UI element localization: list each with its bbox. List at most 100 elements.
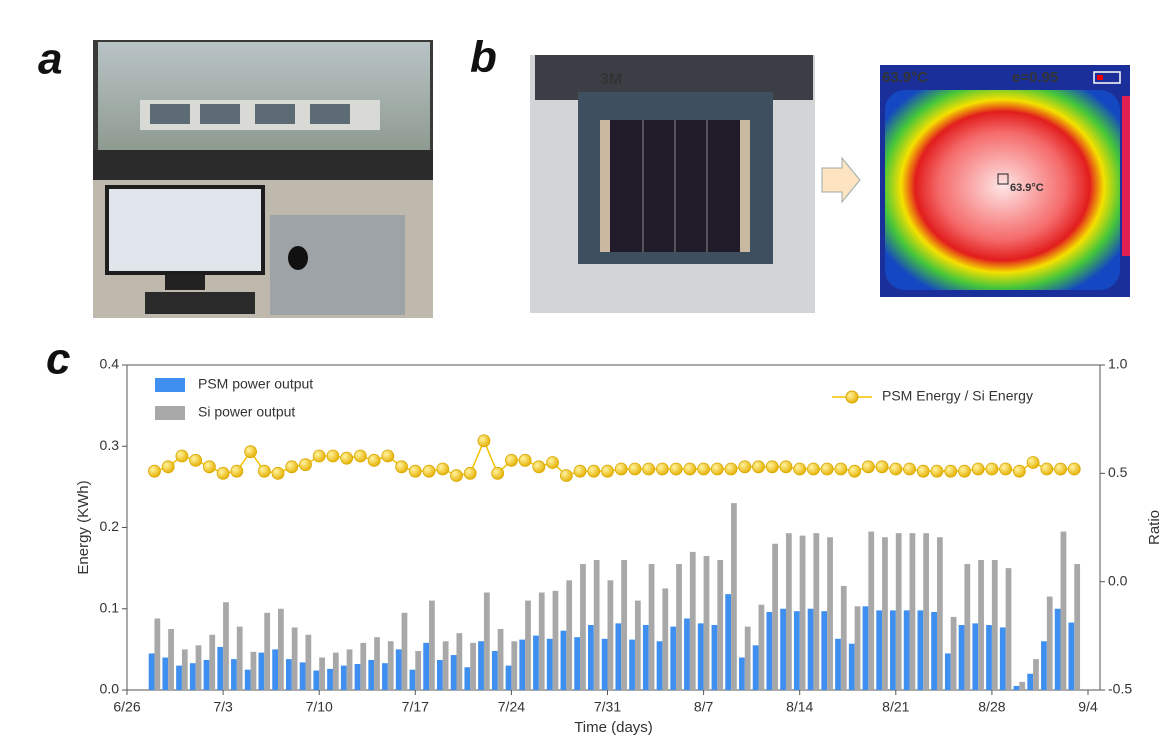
bar (931, 612, 937, 690)
bar (648, 564, 655, 690)
thermal-image: 63.9°C e=0.95 63.9°C (880, 65, 1130, 297)
line-point (834, 462, 848, 476)
line-point (312, 449, 326, 463)
bar (470, 642, 476, 690)
bar (464, 667, 471, 690)
line-point (903, 462, 916, 476)
line-point (408, 464, 422, 478)
bar (236, 626, 243, 690)
bar (890, 610, 896, 690)
chart: 0.0 0.1 0.2 0.3 0.4 -0.5 0.0 0.5 1.0 6/26 7/3 7/10 7… (75, 356, 1163, 736)
line-point (710, 462, 724, 476)
bar (574, 637, 581, 690)
line-point (1054, 462, 1067, 476)
x-tick-label: 7/10 (306, 699, 333, 715)
bar (615, 623, 622, 690)
line-point (848, 464, 862, 478)
line-point (1012, 464, 1026, 478)
line-point (422, 464, 436, 478)
x-tick-label: 6/26 (113, 699, 140, 715)
panel-label: b (470, 33, 497, 82)
bar (978, 560, 984, 690)
bar (835, 638, 841, 690)
line-point (518, 453, 532, 467)
bar (264, 612, 271, 690)
line-point (504, 453, 518, 467)
line-point (216, 466, 230, 480)
line-point (257, 464, 271, 478)
bar (725, 594, 732, 690)
bar (601, 638, 608, 690)
bar (593, 560, 600, 690)
legend-swatch (155, 406, 185, 420)
bar (903, 610, 910, 690)
bar (209, 634, 216, 690)
bar (840, 586, 847, 690)
bar (346, 649, 353, 690)
bar (821, 611, 828, 690)
bar (409, 669, 416, 690)
x-tick-label: 7/31 (594, 699, 621, 715)
bar (319, 657, 325, 690)
bar (703, 555, 710, 690)
bar (785, 533, 792, 690)
bar (986, 625, 992, 690)
line-point (202, 460, 216, 474)
bar (1068, 622, 1075, 690)
line-point (601, 464, 614, 478)
x-tick-label: 9/4 (1078, 699, 1098, 715)
bar (1033, 659, 1039, 690)
thermal-temp: 63.9°C (882, 69, 928, 86)
bar (621, 560, 627, 690)
panel-label: a (38, 35, 62, 84)
y-tick-label: 0.3 (100, 437, 120, 453)
bar (285, 659, 292, 690)
bar (429, 600, 435, 690)
x-tick-label: 7/17 (402, 699, 429, 715)
bar (313, 670, 320, 690)
thermal-spot: 63.9°C (1010, 182, 1044, 194)
bar (176, 665, 182, 690)
bar (1013, 685, 1020, 690)
bar (766, 612, 773, 690)
bar (168, 629, 174, 690)
bar (395, 649, 402, 690)
line-point (285, 460, 299, 474)
tape-text: 3M (600, 71, 622, 88)
panel-label: c (46, 335, 70, 384)
bar (944, 653, 951, 690)
line-point (683, 462, 697, 476)
line-point (642, 462, 656, 476)
bar (327, 668, 333, 690)
legend-label: Si power output (198, 404, 295, 420)
line-point (614, 462, 628, 476)
bar (580, 564, 586, 690)
bar (950, 616, 957, 690)
bar (305, 634, 312, 690)
bar (525, 600, 531, 690)
bar (497, 629, 504, 690)
line-point (573, 464, 587, 478)
bar (1060, 531, 1067, 690)
bar (936, 537, 943, 690)
bar (250, 651, 257, 690)
legend-label: PSM power output (198, 376, 313, 392)
bar (332, 652, 339, 690)
bar (1005, 568, 1012, 690)
bar (895, 533, 902, 690)
bar (656, 641, 663, 690)
bar (360, 642, 367, 690)
bar (519, 639, 526, 690)
bar (560, 630, 567, 690)
bar (203, 659, 210, 690)
bar (731, 503, 737, 690)
bar (744, 626, 751, 690)
bar (739, 657, 745, 690)
bar (299, 662, 306, 690)
x-tick-label: 7/24 (498, 699, 525, 715)
x-tick-label: 8/28 (978, 699, 1005, 715)
bar (848, 643, 855, 690)
y2-axis-label: Ratio (1146, 510, 1163, 545)
bar (291, 627, 298, 690)
line-point (340, 451, 354, 465)
